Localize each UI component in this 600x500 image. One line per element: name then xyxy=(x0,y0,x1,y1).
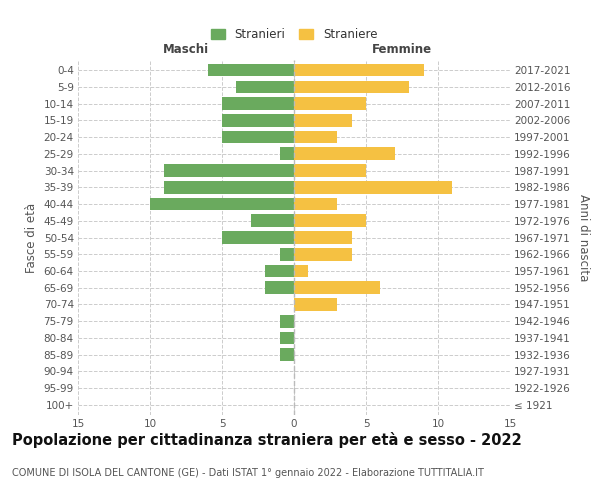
Bar xyxy=(222,231,294,244)
Bar xyxy=(294,164,366,177)
Bar xyxy=(294,148,395,160)
Bar xyxy=(294,282,380,294)
Bar xyxy=(294,298,337,311)
Bar xyxy=(265,264,294,278)
Bar xyxy=(280,332,294,344)
Text: Femmine: Femmine xyxy=(372,44,432,57)
Bar xyxy=(294,264,308,278)
Bar xyxy=(280,148,294,160)
Bar xyxy=(164,181,294,194)
Bar xyxy=(280,348,294,361)
Y-axis label: Fasce di età: Fasce di età xyxy=(25,202,38,272)
Y-axis label: Anni di nascita: Anni di nascita xyxy=(577,194,590,281)
Bar xyxy=(294,80,409,93)
Bar xyxy=(222,130,294,143)
Bar xyxy=(208,64,294,76)
Bar xyxy=(294,64,424,76)
Bar xyxy=(294,98,366,110)
Bar xyxy=(294,130,337,143)
Bar xyxy=(280,315,294,328)
Bar xyxy=(294,114,352,126)
Bar xyxy=(164,164,294,177)
Bar xyxy=(294,198,337,210)
Bar xyxy=(265,282,294,294)
Text: Maschi: Maschi xyxy=(163,44,209,57)
Bar xyxy=(294,231,352,244)
Bar xyxy=(222,114,294,126)
Text: Popolazione per cittadinanza straniera per età e sesso - 2022: Popolazione per cittadinanza straniera p… xyxy=(12,432,522,448)
Text: COMUNE DI ISOLA DEL CANTONE (GE) - Dati ISTAT 1° gennaio 2022 - Elaborazione TUT: COMUNE DI ISOLA DEL CANTONE (GE) - Dati … xyxy=(12,468,484,477)
Legend: Stranieri, Straniere: Stranieri, Straniere xyxy=(206,24,382,46)
Bar xyxy=(294,248,352,260)
Bar xyxy=(294,181,452,194)
Bar xyxy=(150,198,294,210)
Bar xyxy=(236,80,294,93)
Bar xyxy=(294,214,366,227)
Bar xyxy=(251,214,294,227)
Bar xyxy=(280,248,294,260)
Bar xyxy=(222,98,294,110)
